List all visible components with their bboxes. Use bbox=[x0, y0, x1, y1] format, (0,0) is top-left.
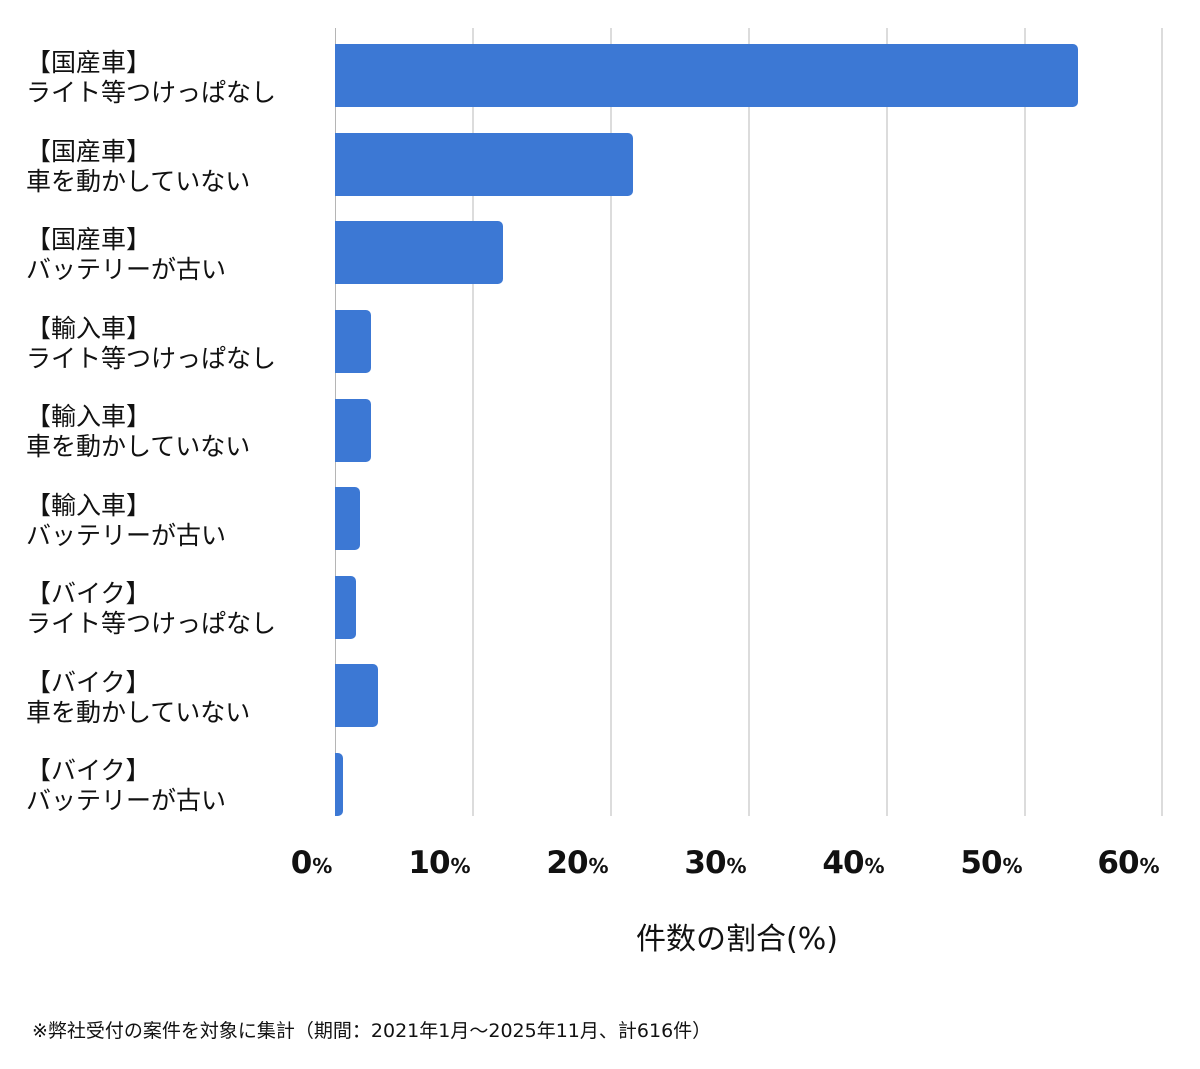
category-group: 【国産車】 bbox=[26, 225, 152, 254]
category-label: 【国産車】 バッテリーが古い bbox=[26, 225, 326, 285]
category-group: 【国産車】 bbox=[26, 48, 152, 77]
gridline-50 bbox=[1024, 28, 1026, 816]
category-group: 【バイク】 bbox=[26, 579, 151, 608]
bar bbox=[335, 576, 356, 639]
footnote: ※弊社受付の案件を対象に集計（期間：2021年1月〜2025年11月、計616件… bbox=[32, 1020, 712, 1042]
category-label: 【バイク】 ライト等つけっぱなし bbox=[26, 579, 326, 639]
gridline-40 bbox=[886, 28, 888, 816]
gridline-10 bbox=[472, 28, 474, 816]
category-reason: バッテリーが古い bbox=[26, 521, 227, 550]
category-label: 【輸入車】 バッテリーが古い bbox=[26, 491, 326, 551]
category-label: 【国産車】 車を動かしていない bbox=[26, 137, 326, 197]
x-tick-label: 40% bbox=[822, 845, 884, 881]
category-reason: ライト等つけっぱなし bbox=[26, 344, 277, 373]
x-tick-label: 30% bbox=[684, 845, 746, 881]
category-label: 【バイク】 バッテリーが古い bbox=[26, 756, 326, 816]
x-tick-label: 0% bbox=[290, 845, 333, 881]
category-group: 【バイク】 bbox=[26, 756, 151, 785]
category-reason: 車を動かしていない bbox=[26, 432, 251, 461]
bar bbox=[335, 221, 504, 284]
bar bbox=[335, 399, 371, 462]
category-reason: バッテリーが古い bbox=[26, 255, 227, 284]
bar bbox=[335, 487, 360, 550]
bar bbox=[335, 310, 371, 373]
category-label: 【輸入車】 車を動かしていない bbox=[26, 402, 326, 462]
category-label: 【バイク】 車を動かしていない bbox=[26, 668, 326, 728]
category-label: 【輸入車】 ライト等つけっぱなし bbox=[26, 314, 326, 374]
gridline-20 bbox=[610, 28, 612, 816]
category-group: 【国産車】 bbox=[26, 137, 152, 166]
category-group: 【輸入車】 bbox=[26, 402, 152, 431]
bar bbox=[335, 133, 633, 196]
category-group: 【バイク】 bbox=[26, 668, 151, 697]
category-group: 【輸入車】 bbox=[26, 491, 152, 520]
gridline-60 bbox=[1161, 28, 1163, 816]
bar bbox=[335, 753, 344, 816]
category-reason: 車を動かしていない bbox=[26, 167, 251, 196]
x-tick-label: 20% bbox=[546, 845, 608, 881]
gridline-30 bbox=[748, 28, 750, 816]
category-reason: バッテリーが古い bbox=[26, 786, 227, 815]
bar bbox=[335, 664, 378, 727]
plot-area bbox=[335, 28, 1163, 816]
category-group: 【輸入車】 bbox=[26, 314, 152, 343]
x-tick-label: 60% bbox=[1097, 845, 1159, 881]
bar bbox=[335, 44, 1078, 107]
category-reason: ライト等つけっぱなし bbox=[26, 78, 277, 107]
x-axis-title: 件数の割合(%) bbox=[636, 922, 838, 957]
category-reason: 車を動かしていない bbox=[26, 698, 251, 727]
x-tick-label: 50% bbox=[960, 845, 1022, 881]
category-label: 【国産車】 ライト等つけっぱなし bbox=[26, 48, 326, 108]
category-reason: ライト等つけっぱなし bbox=[26, 609, 277, 638]
x-tick-label: 10% bbox=[408, 845, 470, 881]
